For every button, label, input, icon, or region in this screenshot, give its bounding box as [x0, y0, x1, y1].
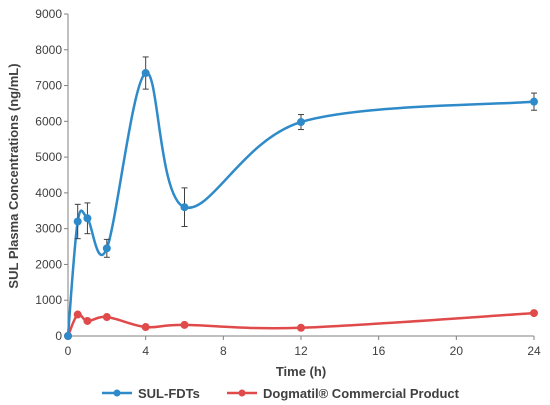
series-line-sul-fdts	[66, 71, 535, 337]
data-point-dogmatil	[141, 323, 150, 332]
legend-label-sul-fdts: SUL-FDTs	[138, 386, 200, 401]
legend-label-dogmatil: Dogmatil® Commercial Product	[263, 386, 460, 401]
y-tick-label: 8000	[35, 43, 62, 57]
legend-item-dogmatil: Dogmatil® Commercial Product	[227, 386, 460, 401]
y-axis-label: SUL Plasma Concentrations (ng/mL)	[6, 63, 21, 288]
data-point-sul-fdts	[102, 244, 111, 253]
data-point-sul-fdts	[297, 118, 305, 127]
data-point-sul-fdts	[73, 217, 82, 226]
data-point-dogmatil	[180, 320, 189, 329]
legend: SUL-FDTs Dogmatil® Commercial Product	[102, 386, 460, 401]
x-tick-label: 4	[142, 344, 149, 358]
axes	[64, 13, 535, 340]
y-tick-label: 9000	[35, 7, 62, 21]
y-tick-label: 7000	[35, 79, 62, 93]
x-tick-label: 20	[450, 344, 464, 358]
data-point-dogmatil	[530, 309, 538, 318]
legend-marker-sul-fdts	[113, 389, 121, 397]
y-tick-label: 2000	[35, 257, 62, 271]
x-tick-labels: 0 4 8 12 16 20 24	[65, 344, 541, 358]
y-tick-label: 6000	[35, 114, 62, 128]
data-point-sul-fdts	[141, 69, 150, 78]
x-tick-label: 12	[294, 344, 308, 358]
x-tick-label: 16	[372, 344, 386, 358]
x-tick-label: 8	[220, 344, 227, 358]
x-tick-label: 0	[65, 344, 72, 358]
y-tick-label: 4000	[35, 186, 62, 200]
x-tick-label: 24	[527, 344, 541, 358]
y-tick-label: 1000	[35, 293, 62, 307]
y-tick-labels: 0 1000 2000 3000 4000 5000 6000 7000 8000 9000	[35, 7, 62, 343]
data-point-sul-fdts	[180, 203, 189, 212]
plot-area	[64, 56, 538, 340]
data-point-dogmatil	[297, 323, 305, 332]
data-point-sul-fdts	[64, 332, 72, 340]
data-point-sul-fdts	[530, 97, 538, 106]
x-axis-label: Time (h)	[276, 364, 326, 379]
y-tick-label: 5000	[35, 150, 62, 164]
y-tick-label: 0	[55, 329, 62, 343]
series-dogmatil	[64, 309, 538, 340]
series-sul-fdts	[64, 56, 538, 340]
data-point-dogmatil	[102, 313, 111, 322]
legend-marker-dogmatil	[238, 389, 246, 397]
data-point-dogmatil	[83, 316, 92, 325]
data-point-dogmatil	[73, 310, 82, 319]
legend-item-sul-fdts: SUL-FDTs	[102, 386, 200, 401]
y-tick-label: 3000	[35, 222, 62, 236]
data-point-sul-fdts	[83, 214, 92, 223]
